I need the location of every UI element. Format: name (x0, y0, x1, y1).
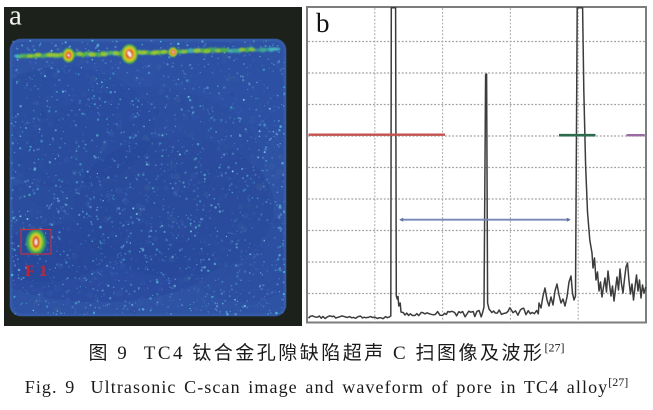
svg-text:b: b (316, 8, 330, 38)
svg-text:a: a (9, 7, 22, 32)
svg-text:F1: F1 (25, 263, 52, 280)
